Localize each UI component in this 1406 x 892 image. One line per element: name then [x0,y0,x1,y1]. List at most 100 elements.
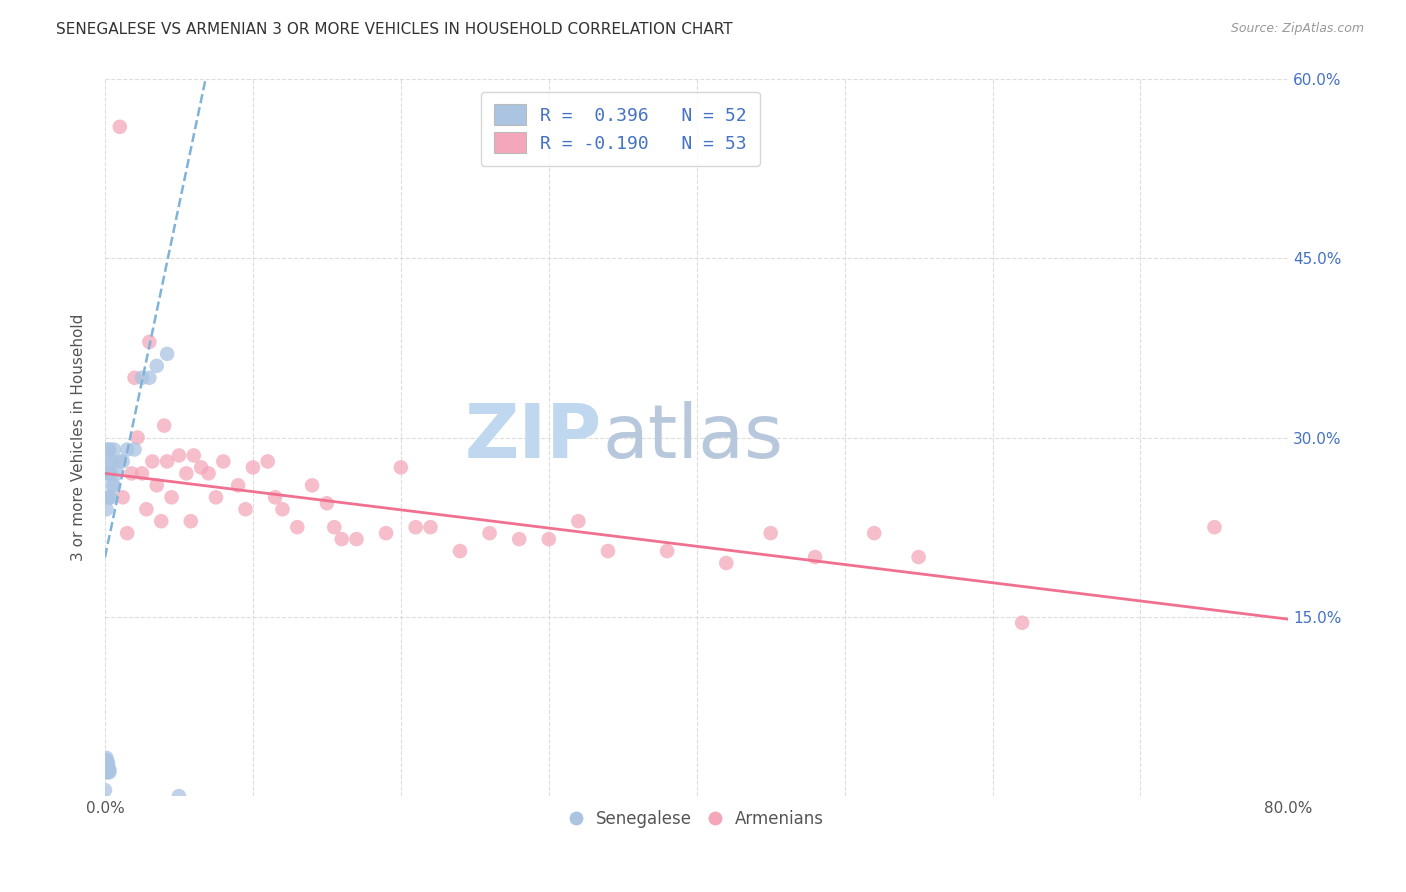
Point [97,756,120,770]
Point [98,442,121,457]
Point [96,756,118,771]
Point [96,753,118,767]
Point [103,442,125,457]
Point [96,765,118,780]
Point [111,454,134,468]
Point [97,763,120,777]
Point [98,765,121,780]
Point [153,418,176,433]
Point [97,765,120,780]
Point [96,759,118,773]
Legend: Senegalese, Armenians: Senegalese, Armenians [562,803,831,834]
Point [190,460,212,475]
Point [150,514,173,528]
Point [183,449,205,463]
Point [389,460,412,475]
Point [197,467,219,481]
Point [124,371,146,385]
Point [94,759,117,773]
Point [96,755,118,769]
Point [449,544,471,558]
Point [94,783,117,797]
Point [94,753,117,767]
Point [96,760,118,774]
Point [96,756,118,770]
Point [96,758,118,772]
Point [655,544,678,558]
Point [127,431,149,445]
Point [264,491,287,505]
Point [804,549,827,564]
Point [596,544,619,558]
Point [716,556,738,570]
Text: Source: ZipAtlas.com: Source: ZipAtlas.com [1230,22,1364,36]
Point [167,789,190,803]
Point [346,532,368,546]
Point [863,526,886,541]
Point [145,478,167,492]
Point [94,763,117,777]
Point [242,460,264,475]
Point [105,467,128,481]
Point [141,454,163,468]
Point [124,442,146,457]
Text: atlas: atlas [602,401,783,474]
Point [100,491,122,505]
Point [405,520,427,534]
Point [138,371,160,385]
Point [96,502,118,516]
Point [1204,520,1226,534]
Point [101,454,124,468]
Point [271,502,294,516]
Point [567,514,589,528]
Point [96,751,118,765]
Point [156,454,179,468]
Point [108,120,131,134]
Point [103,478,125,492]
Point [138,334,160,349]
Point [94,756,117,771]
Point [156,347,179,361]
Point [315,496,337,510]
Text: SENEGALESE VS ARMENIAN 3 OR MORE VEHICLES IN HOUSEHOLD CORRELATION CHART: SENEGALESE VS ARMENIAN 3 OR MORE VEHICLE… [56,22,733,37]
Point [111,491,134,505]
Point [97,442,120,457]
Point [478,526,501,541]
Point [100,467,122,481]
Point [115,442,138,457]
Point [97,467,120,481]
Point [759,526,782,541]
Point [205,491,228,505]
Point [108,454,131,468]
Point [256,454,278,468]
Point [101,478,124,492]
Point [285,520,308,534]
Point [235,502,257,516]
Point [176,467,198,481]
Point [97,760,120,774]
Point [1011,615,1033,630]
Point [97,758,120,772]
Text: ZIP: ZIP [465,401,602,474]
Y-axis label: 3 or more Vehicles in Household: 3 or more Vehicles in Household [72,314,86,561]
Point [537,532,560,546]
Point [212,454,235,468]
Point [131,467,153,481]
Point [94,755,117,769]
Point [94,756,117,770]
Point [330,532,353,546]
Point [96,467,118,481]
Point [419,520,441,534]
Point [508,532,530,546]
Point [98,491,121,505]
Point [301,478,323,492]
Point [94,758,117,772]
Point [121,467,143,481]
Point [94,765,117,780]
Point [167,449,190,463]
Point [98,763,121,777]
Point [160,491,183,505]
Point [131,371,153,385]
Point [145,359,167,373]
Point [96,763,118,777]
